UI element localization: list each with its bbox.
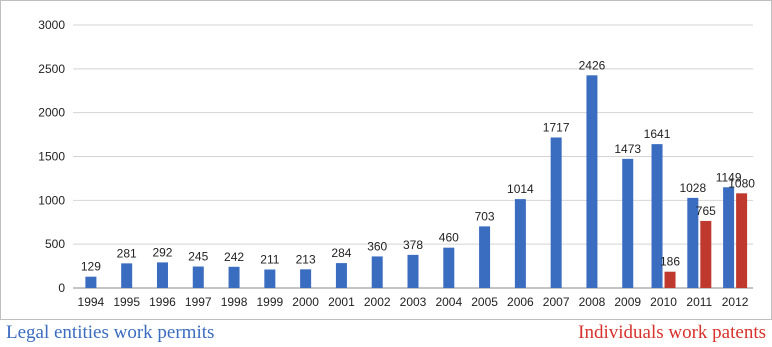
bar-individuals [736,193,748,288]
bar-legal-entities [407,254,419,288]
bar-legal-entities [156,262,168,288]
bar-legal-entities [121,263,133,288]
data-label: 2426 [579,58,606,72]
x-tick-label: 2007 [543,295,570,309]
data-label: 1717 [543,120,570,134]
data-label: 186 [660,255,680,269]
bar-legal-entities [335,263,347,288]
data-label: 1014 [507,182,534,196]
x-tick-label: 2003 [400,295,427,309]
gridlines [73,24,753,289]
bars [85,75,748,288]
y-tick-label: 2000 [38,106,65,120]
data-label: 129 [81,260,101,274]
y-tick-label: 0 [58,281,65,295]
x-axis-ticks: 1994 1995 1996 1997 1998 1999 2000 2001 2002 2003… [78,295,749,309]
x-tick-label: 2012 [722,295,749,309]
bar-legal-entities [479,226,491,288]
bar-individuals [700,220,712,288]
data-label: 378 [403,238,423,252]
y-axis-ticks: 0 500 1000 1500 2000 2500 3000 [38,18,65,295]
data-label: 242 [224,250,244,264]
bar-legal-entities [85,276,97,288]
bar-legal-entities [192,266,204,288]
data-label: 460 [439,231,459,245]
bar-legal-entities [723,187,735,288]
bar-legal-entities [443,247,455,288]
x-tick-label: 2001 [328,295,355,309]
x-tick-label: 2005 [471,295,498,309]
x-tick-label: 2009 [614,295,641,309]
bar-legal-entities [228,266,240,288]
x-tick-label: 1998 [221,295,248,309]
data-label: 1641 [644,127,671,141]
data-label: 1028 [679,181,706,195]
legend-individuals: Individuals work patents [578,322,766,343]
data-label: 703 [475,209,495,223]
bar-legal-entities [687,197,699,288]
x-tick-label: 1997 [185,295,212,309]
x-tick-label: 2000 [292,295,319,309]
y-tick-label: 1000 [38,193,65,207]
bar-individuals [664,271,676,288]
bar-legal-entities [264,269,276,288]
x-tick-label: 1999 [256,295,283,309]
data-label: 213 [296,252,316,266]
data-label: 360 [367,239,387,253]
x-tick-label: 2008 [579,295,606,309]
x-tick-label: 1995 [113,295,140,309]
data-label: 1149 [716,170,742,184]
x-tick-label: 2011 [686,295,712,309]
data-labels: 129 281 292 245 242 211 213 284 360 378 460 703 1014… [81,58,755,273]
x-tick-label: 2004 [435,295,462,309]
data-label: 211 [260,253,279,267]
x-tick-label: 1994 [78,295,105,309]
bar-legal-entities [371,256,383,288]
data-label: 245 [188,250,208,264]
bar-legal-entities [586,75,598,288]
x-tick-label: 2010 [650,295,677,309]
x-tick-label: 2002 [364,295,391,309]
bar-legal-entities [622,158,634,288]
y-tick-label: 1500 [38,150,65,164]
bar-legal-entities [300,269,312,288]
y-tick-label: 500 [45,237,65,251]
data-label: 1080 [728,176,755,190]
chart-frame: 0 500 1000 1500 2000 2500 3000 129 281 292 245 242… [0,0,772,320]
legend-legal-entities: Legal entities work permits [6,322,215,343]
bar-legal-entities [651,144,663,288]
bar-legal-entities [514,199,526,288]
x-tick-label: 1996 [149,295,176,309]
data-label: 1473 [614,142,641,156]
x-tick-label: 2006 [507,295,534,309]
bar-legal-entities [550,137,562,288]
data-label: 765 [696,204,716,218]
data-label: 284 [331,246,351,260]
data-label: 281 [117,246,137,260]
bar-chart: 0 500 1000 1500 2000 2500 3000 129 281 292 245 242… [38,18,755,309]
y-tick-label: 2500 [38,62,65,76]
data-label: 292 [152,245,172,259]
y-tick-label: 3000 [38,18,65,32]
